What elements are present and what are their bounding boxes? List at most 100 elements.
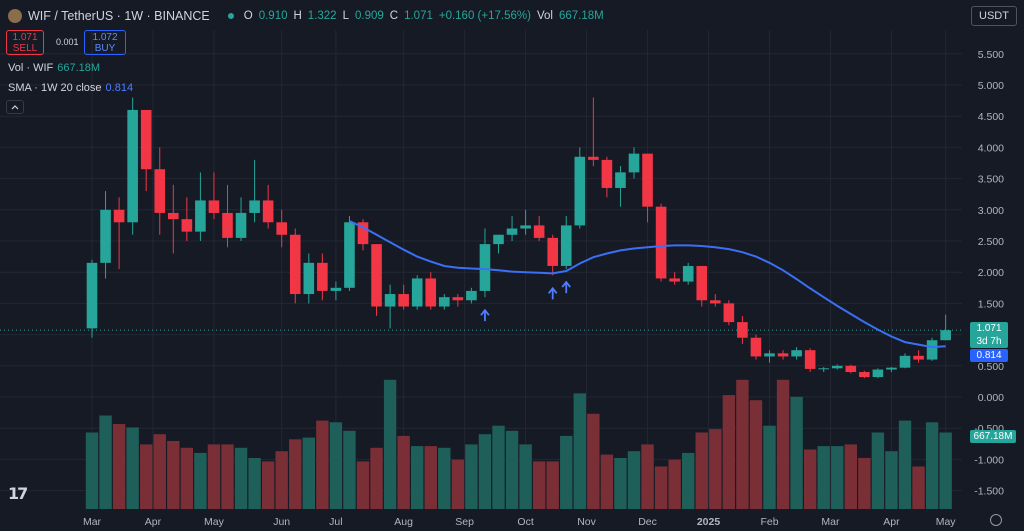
candle-body — [411, 278, 423, 307]
volume-bar — [736, 379, 749, 509]
volume-bar — [614, 458, 627, 509]
sell-label: SELL — [12, 43, 38, 54]
sell-button[interactable]: 1.071 SELL — [6, 30, 44, 55]
candle-body — [737, 322, 748, 338]
candle-body — [831, 365, 843, 369]
change-value: +0.160 (+17.56%) — [438, 10, 531, 22]
sma-indicator-label: SMA · 1W 20 close — [8, 82, 102, 94]
candle-body — [398, 294, 409, 307]
y-tick-label: 3.500 — [978, 174, 1004, 186]
x-tick-label: Sep — [455, 516, 474, 528]
volume-bar — [153, 434, 166, 509]
candle-body — [642, 153, 653, 207]
volume-bar — [627, 451, 641, 509]
volume-bar — [424, 446, 437, 509]
x-tick-label: Mar — [821, 516, 840, 528]
signal-arrow-icon — [480, 308, 490, 322]
x-tick-label: 2025 — [697, 516, 721, 528]
volume-bar — [546, 461, 559, 509]
volume-bar — [180, 447, 194, 509]
volume-bar — [492, 425, 505, 509]
x-tick-label: Apr — [883, 516, 900, 528]
volume-bar — [451, 459, 465, 509]
wif-coin-icon — [8, 9, 22, 23]
y-tick-label: 0.500 — [978, 361, 1004, 373]
low-label: L — [342, 10, 349, 22]
volume-bar — [194, 452, 207, 509]
candle-body — [750, 337, 762, 357]
volume-bar — [641, 444, 654, 509]
signal-arrow-icon — [547, 286, 558, 300]
y-tick-label: 5.000 — [978, 80, 1004, 92]
candle-body — [872, 369, 884, 378]
volume-bar — [573, 393, 586, 509]
volume-bar — [329, 422, 343, 509]
candle-body — [669, 278, 680, 282]
volume-bar — [709, 429, 722, 509]
volume-bar — [654, 466, 668, 509]
volume-bar — [85, 432, 99, 509]
volume-bar — [383, 379, 397, 509]
x-tick-label: Mar — [83, 516, 102, 528]
volume-bar — [221, 444, 234, 509]
volume-bar — [519, 444, 532, 509]
volume-bar — [831, 446, 844, 509]
volume-bar — [682, 452, 695, 509]
vol-label: Vol — [536, 10, 553, 22]
volume-bar — [763, 425, 776, 509]
volume-bar — [858, 458, 871, 509]
tradingview-logo[interactable]: 17 — [8, 484, 28, 503]
y-tick-label: 1.500 — [978, 298, 1004, 310]
buy-button[interactable]: 1.072 BUY — [84, 30, 126, 55]
candle-body — [262, 200, 274, 223]
symbol-title[interactable]: WIF / TetherUS · 1W · BINANCE — [28, 9, 210, 23]
low-value: 0.909 — [354, 10, 384, 22]
volume-bar — [600, 454, 614, 509]
currency-button[interactable]: USDT — [971, 6, 1017, 26]
candle-body — [235, 212, 247, 238]
close-label: C — [389, 10, 399, 22]
candle-body — [140, 109, 152, 170]
spread-value: 0.001 — [56, 37, 79, 47]
candle-body — [303, 262, 315, 295]
x-tick-label: Jul — [329, 516, 342, 528]
ohlc-legend: O 0.910 H 1.322 L 0.909 C 1.071 +0.160 (+17.… — [227, 10, 604, 22]
y-tick-label: 0.000 — [978, 392, 1004, 404]
x-tick-label: Nov — [577, 516, 596, 528]
volume-indicator-label: Vol · WIF — [8, 62, 54, 74]
volume-bar — [560, 435, 573, 509]
candle-body — [628, 153, 640, 173]
candle-body — [547, 237, 558, 266]
volume-bar — [343, 430, 356, 509]
gear-icon[interactable] — [990, 514, 1002, 526]
volume-bar — [465, 444, 478, 509]
candle-body — [330, 287, 342, 291]
collapse-legend-button[interactable] — [6, 100, 24, 114]
x-tick-label: May — [936, 516, 957, 528]
volume-indicator-legend[interactable]: Vol · WIF 667.18M — [8, 62, 100, 74]
candle-body — [100, 209, 111, 263]
sma-price-tag: 0.814 — [970, 349, 1008, 362]
volume-bar — [126, 427, 139, 509]
volume-bar — [722, 395, 736, 509]
candle-body — [859, 372, 870, 378]
volume-bar — [912, 466, 925, 509]
volume-bar — [695, 432, 708, 509]
candle-body — [940, 330, 951, 341]
volume-bar — [167, 441, 180, 509]
volume-bar — [316, 420, 329, 509]
candle-body — [845, 365, 857, 373]
candle-body — [913, 355, 924, 360]
candle-body — [208, 200, 220, 213]
candle-body — [371, 244, 382, 307]
sma-indicator-legend[interactable]: SMA · 1W 20 close 0.814 — [8, 82, 133, 94]
y-tick-label: 5.500 — [978, 49, 1004, 61]
candle-body — [777, 353, 789, 357]
x-tick-label: May — [204, 516, 225, 528]
x-tick-label: Jun — [273, 516, 290, 528]
y-tick-label: 2.500 — [978, 236, 1004, 248]
candle-body — [723, 303, 735, 323]
candle-body — [195, 200, 206, 232]
candle-body — [804, 350, 816, 369]
